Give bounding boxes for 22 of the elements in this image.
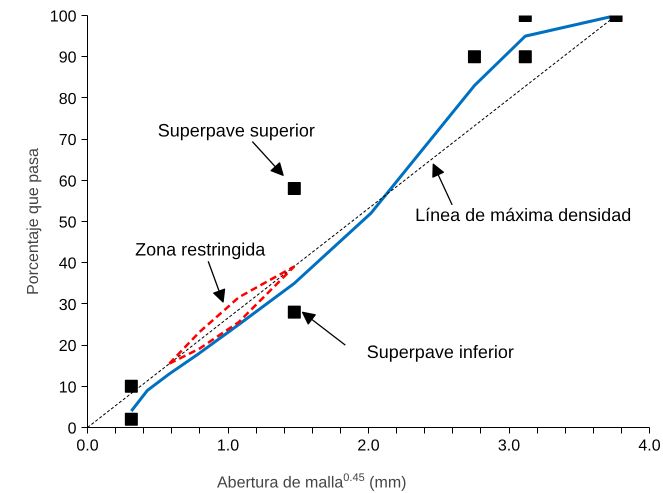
y-tick-label: 60 <box>58 173 77 190</box>
x-axis-title: Abertura de malla$^{0.45}$ (mm) <box>217 471 406 493</box>
annotation: Superpave superior <box>158 120 315 141</box>
y-tick-label: 40 <box>58 256 77 273</box>
y-tick-label: 70 <box>58 132 77 150</box>
y-tick-label: 50 <box>58 214 77 232</box>
y-axis-title: Porcentaje que pasa <box>24 148 42 295</box>
y-tick-label: 10 <box>58 379 77 396</box>
annotation: Zona restringida <box>135 239 266 260</box>
x-tick-label: 2.0 <box>357 438 380 454</box>
y-tick-label: 80 <box>58 90 77 108</box>
y-tick-label: 20 <box>58 338 77 356</box>
y-tick-label: 0 <box>68 420 77 438</box>
annotation: Línea de máxima densidad <box>415 204 632 225</box>
y-tick-label: 90 <box>58 50 77 67</box>
x-tick-label: 3.0 <box>498 438 520 454</box>
y-tick-label: 30 <box>58 296 77 314</box>
annotation: Superpave inferior <box>366 342 514 362</box>
y-tick-label: 100 <box>50 8 77 26</box>
x-tick-label: 1.0 <box>216 438 240 454</box>
x-tick-label: 4.0 <box>638 438 661 454</box>
x-tick-label: 0.0 <box>76 438 99 454</box>
